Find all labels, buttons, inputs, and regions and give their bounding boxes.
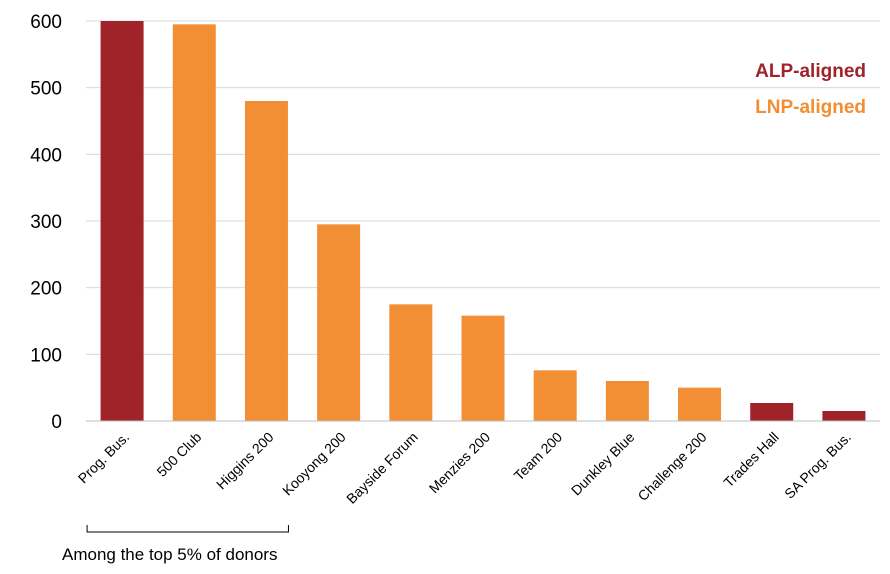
x-tick-label: Higgins 200	[213, 429, 277, 493]
legend: ALP-aligned LNP-aligned	[755, 61, 866, 118]
bars	[100, 21, 866, 421]
bar-team-200	[533, 370, 577, 421]
bar-sa-prog-bus	[822, 411, 866, 421]
bar-bayside-forum	[389, 304, 433, 421]
bracket-annotation: Among the top 5% of donors	[62, 545, 277, 564]
y-tick-label: 600	[30, 12, 62, 33]
legend-item-lnp: LNP-aligned	[755, 97, 866, 118]
y-tick-label: 400	[30, 145, 62, 166]
y-tick-label: 300	[30, 212, 62, 233]
x-tick-label: SA Prog. Bus.	[781, 429, 854, 502]
bar-trades-hall	[750, 403, 794, 421]
y-tick-label: 200	[30, 279, 62, 300]
bar-prog-bus	[100, 21, 144, 421]
x-tick-label: Dunkley Blue	[568, 429, 638, 499]
y-axis-tick-labels: 0 100 200 300 400 500 600	[30, 12, 62, 433]
x-tick-label: 500 Club	[153, 429, 204, 480]
y-tick-label: 100	[30, 345, 62, 366]
y-tick-label: 500	[30, 79, 62, 100]
top-donors-bracket: Among the top 5% of donors	[62, 525, 289, 564]
bracket-line	[86, 525, 289, 533]
y-tick-label: 0	[51, 412, 62, 433]
x-tick-label: Kooyong 200	[279, 429, 349, 499]
x-tick-label: Team 200	[511, 429, 566, 484]
bar-menzies-200	[461, 315, 505, 421]
x-tick-label: Bayside Forum	[343, 429, 421, 507]
bar-kooyong-200	[317, 224, 361, 421]
x-tick-label: Trades Hall	[720, 429, 782, 491]
bar-500-club	[172, 24, 216, 421]
gridlines	[86, 20, 880, 355]
x-axis-category-labels: Prog. Bus. 500 Club Higgins 200 Kooyong 200…	[75, 429, 854, 507]
bar-higgins-200	[244, 101, 288, 421]
x-tick-label: Menzies 200	[426, 429, 494, 497]
legend-item-alp: ALP-aligned	[755, 61, 866, 82]
x-tick-label: Prog. Bus.	[75, 429, 133, 487]
bar-dunkley-blue	[605, 381, 649, 421]
x-tick-label: Challenge 200	[635, 429, 710, 504]
bar-challenge-200	[678, 387, 722, 421]
